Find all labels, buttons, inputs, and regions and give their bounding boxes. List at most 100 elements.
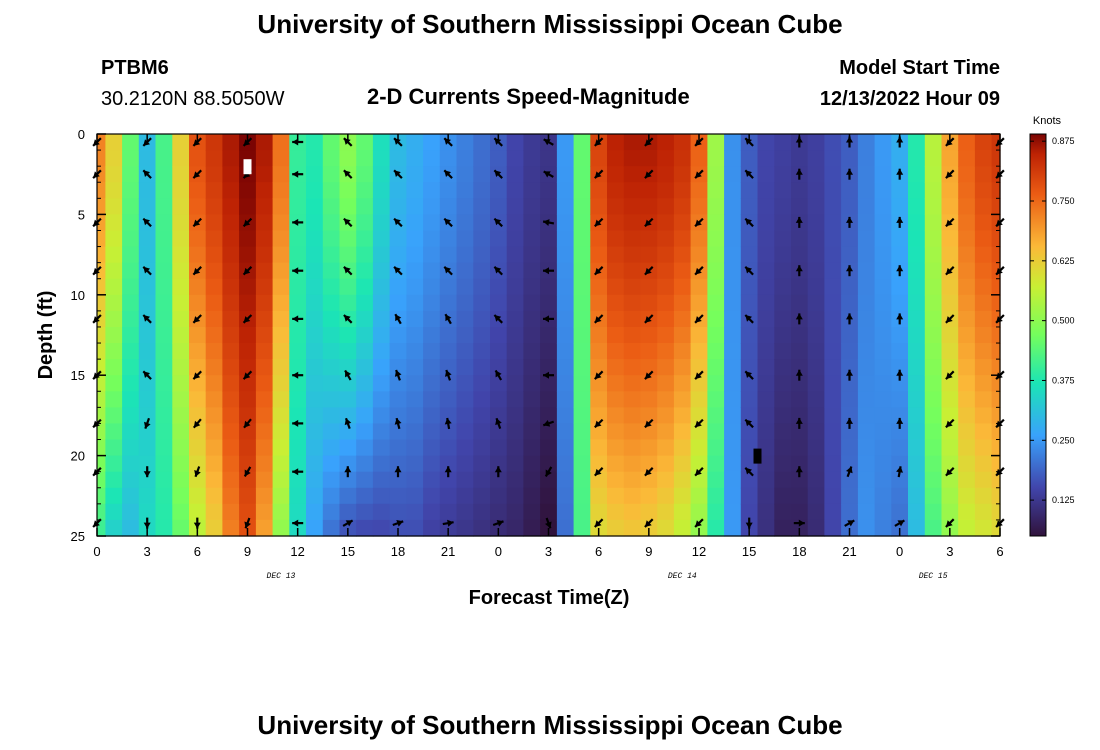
- heatmap-cell: [289, 150, 307, 167]
- heatmap-cell: [423, 134, 441, 151]
- heatmap-cell: [791, 182, 809, 199]
- current-vector: [242, 137, 253, 147]
- heatmap-cell: [540, 439, 558, 457]
- heatmap-cell: [456, 343, 474, 360]
- heatmap-cell: [155, 166, 173, 183]
- heatmap-cell: [423, 503, 441, 521]
- heatmap-cell: [757, 327, 775, 344]
- heatmap-cell: [490, 503, 508, 521]
- heatmap-cell: [556, 262, 575, 280]
- heatmap-cell: [573, 519, 591, 537]
- heatmap-cell: [372, 278, 391, 296]
- current-vector: [393, 169, 403, 179]
- colorbar-tick-label: 0.125: [1052, 495, 1075, 505]
- heatmap-cell: [506, 519, 524, 537]
- heatmap-cell: [824, 182, 842, 199]
- heatmap-cell: [138, 278, 157, 296]
- heatmap-cell: [724, 487, 742, 505]
- heatmap-cell: [991, 487, 1001, 505]
- heatmap-cell: [406, 294, 424, 312]
- heatmap-cell: [607, 134, 625, 151]
- heatmap-cell: [924, 327, 943, 344]
- heatmap-cell: [306, 198, 324, 215]
- heatmap-cell: [189, 230, 207, 248]
- x-tick-label: 6: [595, 544, 602, 559]
- heatmap-cell: [490, 455, 508, 473]
- heatmap-cell: [791, 230, 809, 248]
- heatmap-cell: [841, 503, 859, 521]
- heatmap-cell: [205, 503, 223, 521]
- heatmap-cell: [707, 327, 725, 344]
- current-vector: [945, 169, 955, 179]
- heatmap-cell: [556, 503, 575, 521]
- heatmap-cell: [423, 230, 441, 248]
- heatmap-cell: [757, 503, 775, 521]
- heatmap-cell: [657, 359, 675, 376]
- heatmap-cell: [306, 407, 324, 425]
- heatmap-cell: [724, 262, 742, 280]
- heatmap-cell: [172, 359, 190, 376]
- heatmap-cell: [423, 391, 441, 408]
- heatmap-cell: [439, 182, 458, 199]
- heatmap-cell: [774, 278, 792, 296]
- heatmap-cell: [222, 487, 240, 505]
- heatmap-cell: [122, 407, 140, 425]
- heatmap-cell: [640, 343, 658, 360]
- heatmap-cell: [272, 230, 290, 248]
- current-vector: [846, 168, 853, 180]
- heatmap-cell: [205, 294, 223, 312]
- heatmap-cell: [657, 294, 675, 312]
- heatmap-cell: [991, 198, 1001, 215]
- heatmap-cell: [607, 278, 625, 296]
- heatmap-cell: [272, 327, 290, 344]
- heatmap-cell: [356, 230, 374, 248]
- heatmap-cell: [958, 214, 976, 232]
- heatmap-cell: [774, 214, 792, 232]
- heatmap-cell: [908, 375, 926, 392]
- plot-title: 2-D Currents Speed-Magnitude: [367, 84, 690, 109]
- heatmap-cell: [774, 519, 792, 537]
- current-vector: [445, 369, 452, 381]
- heatmap-cell: [289, 391, 307, 408]
- heatmap-cell: [189, 487, 207, 505]
- heatmap-cell: [138, 150, 157, 167]
- heatmap-cell: [289, 182, 307, 199]
- heatmap-cell: [506, 262, 524, 280]
- current-vector: [694, 217, 704, 228]
- heatmap-cell: [456, 198, 474, 215]
- heatmap-cell: [941, 391, 959, 408]
- heatmap-cell: [122, 439, 140, 457]
- heatmap-cell: [807, 519, 825, 537]
- current-vector: [242, 370, 253, 380]
- heatmap-cell: [607, 455, 625, 473]
- current-vector: [744, 314, 754, 324]
- heatmap-cell: [857, 182, 876, 199]
- heatmap-cell: [857, 278, 876, 296]
- heatmap-cell: [490, 278, 508, 296]
- heatmap-cell: [389, 150, 407, 167]
- heatmap-cell: [556, 214, 575, 232]
- heatmap-cell: [974, 327, 993, 344]
- heatmap-cell: [306, 230, 324, 248]
- heatmap-cell: [372, 519, 391, 537]
- heatmap-cell: [774, 294, 792, 312]
- heatmap-cell: [607, 182, 625, 199]
- heatmap-cell: [623, 182, 642, 199]
- heatmap-cell: [97, 455, 106, 473]
- heatmap-cell: [155, 294, 173, 312]
- heatmap-cell: [406, 310, 424, 328]
- heatmap-cell: [239, 503, 257, 521]
- current-vector: [292, 419, 304, 427]
- heatmap-cell: [891, 455, 909, 473]
- heatmap-cell: [289, 455, 307, 473]
- heatmap-cell: [841, 327, 859, 344]
- heatmap-cell: [590, 294, 608, 312]
- heatmap-cell: [389, 487, 407, 505]
- heatmap-cell: [974, 214, 993, 232]
- heatmap-cell: [322, 503, 341, 521]
- x-tick-label: 12: [290, 544, 304, 559]
- heatmap-cell: [607, 327, 625, 344]
- heatmap-cell: [222, 343, 240, 360]
- heatmap-cell: [607, 166, 625, 183]
- heatmap-cell: [339, 375, 357, 392]
